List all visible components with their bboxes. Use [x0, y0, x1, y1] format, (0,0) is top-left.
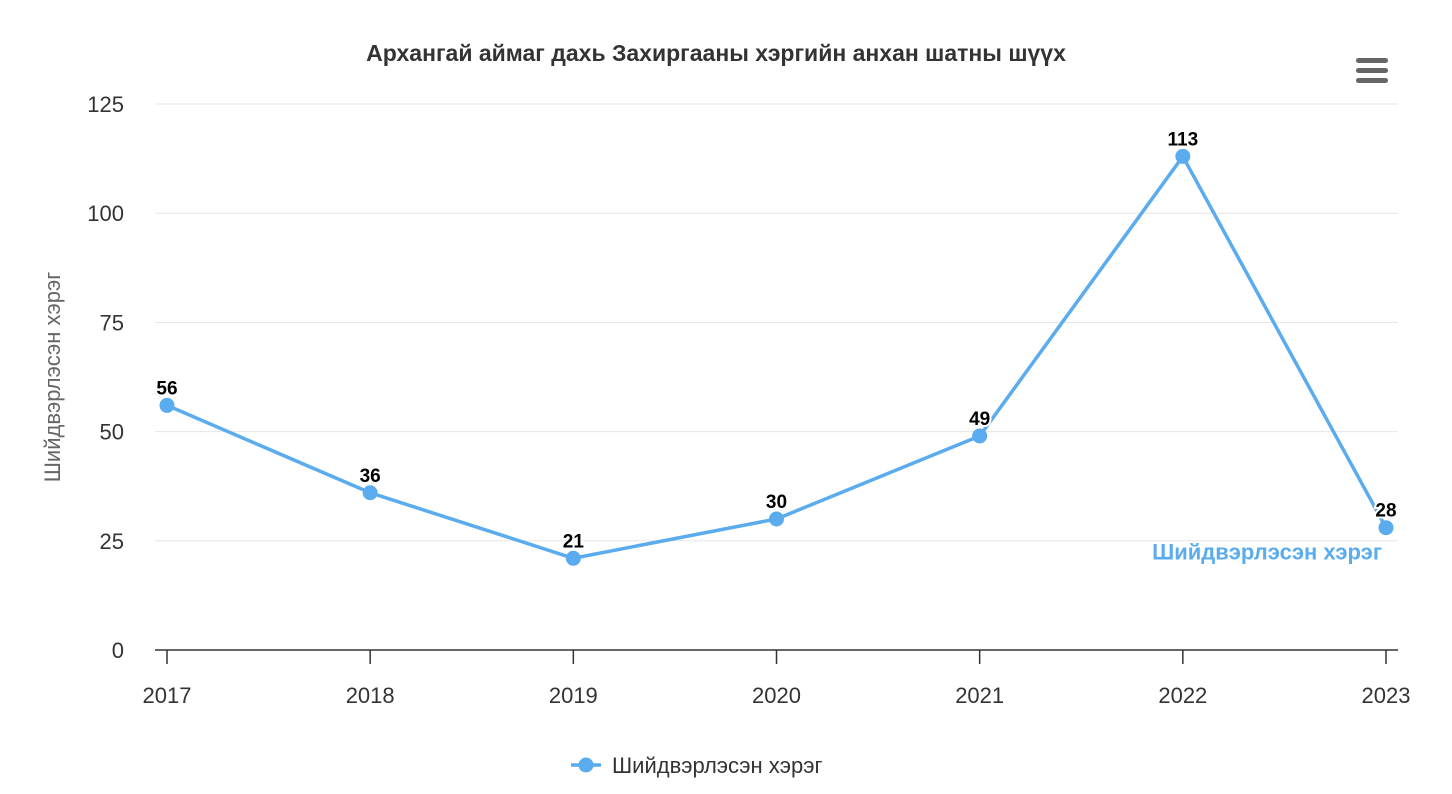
- y-tick-label: 125: [87, 92, 124, 117]
- y-tick-label: 0: [112, 638, 124, 663]
- data-point: [972, 428, 988, 444]
- data-label: 113: [1168, 129, 1199, 150]
- y-tick-label: 50: [100, 420, 124, 445]
- data-point: [565, 550, 581, 566]
- data-point: [1378, 520, 1394, 536]
- hamburger-menu-icon-middle: [1356, 68, 1388, 73]
- hamburger-menu-icon-bottom: [1356, 78, 1388, 83]
- x-tick-label: 2023: [1362, 683, 1411, 708]
- data-point: [769, 511, 784, 527]
- x-tick-label: 2019: [549, 683, 598, 708]
- y-tick-label: 75: [100, 310, 124, 335]
- y-tick-label: 100: [87, 201, 124, 226]
- data-point: [362, 485, 378, 501]
- data-point: [1175, 148, 1191, 164]
- x-tick-label: 2020: [752, 683, 801, 708]
- series-end-label: Шийдвэрлэсэн хэрэг: [1152, 540, 1382, 565]
- hamburger-menu-icon: [1356, 58, 1388, 63]
- x-tick-label: 2018: [346, 683, 395, 708]
- chart-menu-button[interactable]: [1354, 56, 1390, 88]
- x-tick-label: 2017: [143, 683, 192, 708]
- data-label: 28: [1375, 501, 1396, 522]
- data-label: 30: [766, 492, 787, 513]
- y-axis-title: Шийдвэрлэсэн хэрэг: [40, 272, 65, 482]
- data-label: 36: [360, 466, 381, 487]
- legend-item-label: Шийдвэрлэсэн хэрэг: [612, 753, 822, 778]
- data-label: 21: [563, 531, 585, 552]
- y-tick-label: 25: [100, 529, 124, 554]
- data-label: 49: [969, 409, 990, 430]
- x-tick-label: 2021: [955, 683, 1004, 708]
- data-point: [159, 397, 175, 413]
- x-tick-label: 2022: [1158, 683, 1207, 708]
- data-label: 56: [156, 378, 177, 399]
- chart-title: Архангай аймаг дахь Захиргааны хэргийн а…: [366, 40, 1066, 66]
- legend-marker-icon: [578, 757, 594, 773]
